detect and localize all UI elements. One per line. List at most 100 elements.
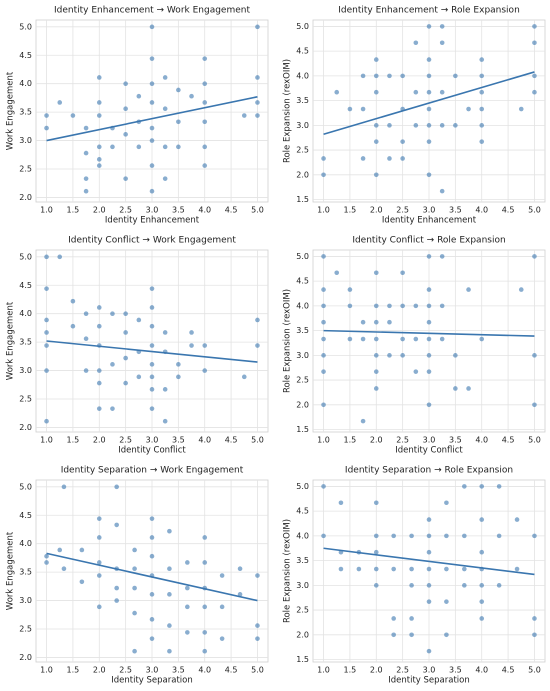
regression-line	[323, 547, 535, 576]
point	[44, 286, 49, 291]
point	[70, 113, 76, 118]
point	[462, 583, 467, 588]
point	[462, 484, 467, 489]
point	[83, 188, 89, 194]
point	[185, 585, 190, 591]
x-tick-label: 3.5	[449, 206, 462, 215]
y-tick-label: 3.0	[19, 596, 32, 605]
point	[202, 343, 208, 348]
point	[132, 566, 137, 572]
x-tick-label: 2.5	[396, 666, 409, 675]
y-tick-label: 3.0	[296, 581, 309, 590]
x-tick-label: 1.5	[67, 666, 80, 675]
point	[83, 176, 89, 181]
y-axis-label: Role Expansion (rexOIM)	[283, 519, 293, 623]
point	[96, 100, 102, 105]
point	[373, 270, 379, 276]
point	[57, 254, 63, 260]
point	[176, 374, 181, 380]
x-tick-label: 2.5	[119, 436, 132, 445]
point	[360, 336, 366, 342]
point	[518, 287, 524, 292]
y-tick-label: 4.0	[19, 539, 32, 548]
point	[162, 176, 168, 181]
point	[185, 604, 190, 610]
point	[409, 616, 414, 621]
point	[426, 517, 432, 522]
point	[149, 286, 155, 291]
regression-line	[46, 552, 258, 602]
x-tick-label: 2.5	[396, 436, 409, 445]
point	[255, 343, 260, 348]
point	[479, 106, 485, 112]
point	[373, 549, 379, 555]
point	[532, 24, 537, 29]
y-tick-label: 3.5	[19, 338, 32, 347]
point	[321, 533, 326, 539]
x-tick-label: 3.5	[172, 436, 185, 445]
point	[356, 566, 362, 572]
point	[321, 287, 326, 292]
point	[532, 616, 537, 621]
point	[532, 40, 537, 46]
point	[479, 484, 485, 489]
regression-line	[323, 329, 535, 337]
x-tick-label: 2.0	[93, 206, 106, 215]
point	[426, 599, 432, 604]
y-tick-label: 5.0	[19, 252, 32, 261]
point	[439, 303, 445, 309]
x-tick-label: 3.0	[146, 666, 159, 675]
point	[479, 517, 485, 522]
point	[496, 484, 502, 489]
x-tick-label: 4.5	[502, 206, 515, 215]
point	[123, 311, 128, 317]
point	[413, 40, 419, 46]
point	[321, 319, 326, 325]
x-tick-label: 4.5	[502, 436, 515, 445]
point	[373, 172, 379, 178]
point	[479, 73, 485, 79]
point	[44, 317, 49, 323]
point	[400, 336, 405, 342]
point	[496, 533, 502, 539]
x-tick-label: 1.5	[67, 206, 80, 215]
point	[347, 287, 353, 292]
point	[123, 355, 128, 361]
point	[149, 406, 155, 411]
point	[96, 113, 102, 118]
point	[321, 303, 326, 309]
point	[167, 623, 172, 628]
point	[202, 81, 208, 86]
x-axis-label: Identity Separation	[111, 676, 193, 686]
point	[426, 648, 432, 654]
point	[360, 319, 366, 325]
point	[413, 369, 419, 374]
point	[462, 533, 467, 539]
point	[439, 24, 445, 29]
x-tick-label: 4.0	[198, 436, 211, 445]
point	[149, 535, 155, 540]
y-tick-label: 3.0	[296, 351, 309, 360]
point	[149, 138, 155, 143]
y-tick-label: 3.5	[19, 108, 32, 117]
point	[255, 75, 260, 80]
point	[149, 617, 155, 622]
point	[400, 303, 405, 309]
y-tick-label: 2.5	[19, 395, 32, 404]
point	[114, 585, 119, 591]
point	[149, 343, 155, 348]
point	[219, 573, 225, 578]
point	[149, 188, 155, 194]
point	[149, 636, 155, 641]
point	[532, 353, 537, 358]
point	[189, 93, 194, 99]
point	[202, 630, 208, 635]
y-axis-label: Work Engagement	[6, 71, 16, 150]
x-tick-label: 4.0	[475, 666, 488, 675]
x-tick-label: 5.0	[528, 436, 541, 445]
y-tick-label: 5.0	[296, 482, 309, 491]
point	[61, 566, 67, 572]
point	[426, 89, 432, 95]
point	[426, 533, 432, 539]
point	[202, 560, 208, 565]
